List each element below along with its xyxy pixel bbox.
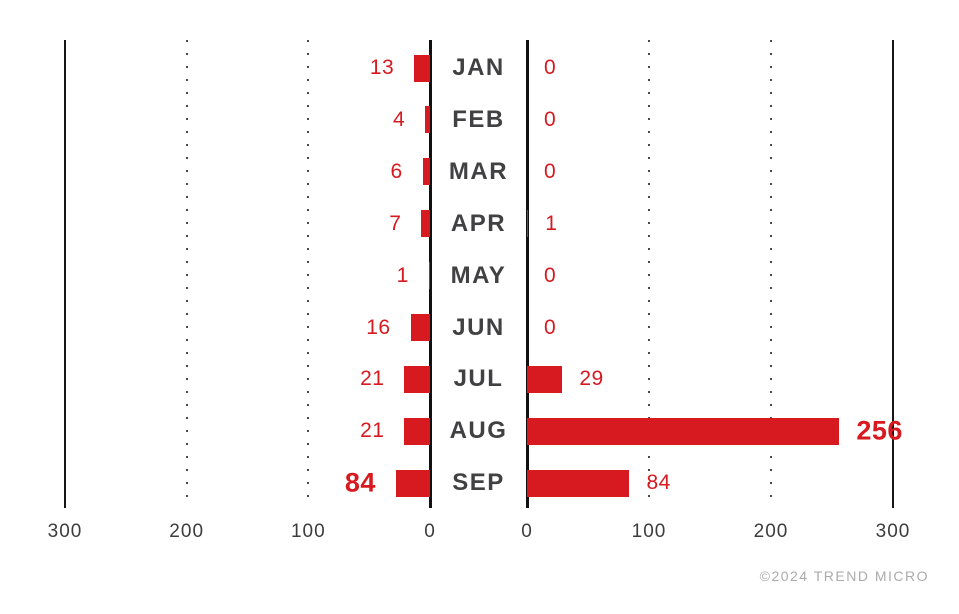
axis-tick-label-right: 100	[631, 521, 667, 542]
bar-left-feb	[425, 106, 430, 134]
bar-right-aug	[527, 417, 840, 445]
axis-tick-label-right: 0	[521, 521, 533, 542]
month-label-jun: JUN	[452, 313, 505, 341]
value-label-left-jan: 13	[369, 56, 395, 79]
axis-tick-label-left: 100	[290, 521, 326, 542]
axis-tick-label-left: 300	[47, 521, 83, 542]
bar-left-aug	[404, 417, 430, 445]
month-label-apr: APR	[450, 209, 507, 237]
month-label-feb: FEB	[452, 105, 505, 133]
value-label-right-jun: 0	[544, 315, 557, 339]
gridline-right	[648, 40, 650, 508]
value-label-right-mar: 0	[544, 159, 557, 183]
bar-left-jun	[410, 314, 430, 341]
month-label-sep: SEP	[452, 469, 505, 497]
value-label-left-mar: 6	[390, 159, 403, 183]
value-label-left-feb: 4	[392, 107, 406, 131]
value-label-right-feb: 0	[544, 107, 557, 131]
value-label-right-may: 0	[544, 263, 557, 287]
bar-right-jul	[527, 365, 563, 393]
axis-tick-label-right: 200	[753, 521, 789, 542]
value-label-right-apr: 1	[545, 211, 558, 235]
value-label-left-aug: 21	[360, 419, 385, 443]
gridline-left	[185, 40, 188, 508]
bar-right-apr	[527, 210, 529, 238]
axis-tick-label-right: 300	[875, 521, 911, 542]
value-label-right-jan: 0	[544, 56, 557, 79]
value-label-left-jul: 21	[360, 367, 385, 391]
axis-zero-line-left	[428, 40, 432, 508]
copyright-watermark: ©2024 TREND MICRO	[759, 568, 929, 584]
axis-tick-label-left: 0	[424, 521, 436, 542]
value-label-left-may: 1	[396, 263, 409, 287]
value-label-right-aug: 256	[856, 415, 903, 446]
value-label-left-apr: 7	[389, 211, 402, 235]
bar-left-apr	[421, 210, 430, 238]
bar-left-jan	[414, 54, 430, 82]
axis-edge-line-left	[64, 40, 66, 508]
axis-zero-line-right	[525, 40, 529, 508]
value-label-right-jul: 29	[579, 367, 604, 391]
value-label-left-jun: 16	[366, 315, 391, 339]
axis-edge-line-right	[892, 40, 894, 508]
bar-left-sep	[395, 469, 430, 497]
bar-left-jul	[404, 365, 430, 393]
bar-left-mar	[422, 158, 430, 186]
axis-tick-label-left: 200	[169, 521, 205, 542]
value-label-right-sep: 84	[646, 471, 671, 495]
month-label-mar: MAR	[448, 157, 509, 185]
value-label-left-sep: 84	[344, 467, 376, 498]
month-label-jan: JAN	[452, 54, 505, 81]
month-label-aug: AUG	[449, 417, 508, 445]
month-label-may: MAY	[450, 261, 507, 289]
month-label-jul: JUL	[453, 365, 504, 393]
bar-left-may	[428, 262, 430, 290]
gridline-left	[307, 40, 310, 508]
gridline-right	[770, 40, 772, 508]
bar-right-sep	[527, 469, 630, 497]
